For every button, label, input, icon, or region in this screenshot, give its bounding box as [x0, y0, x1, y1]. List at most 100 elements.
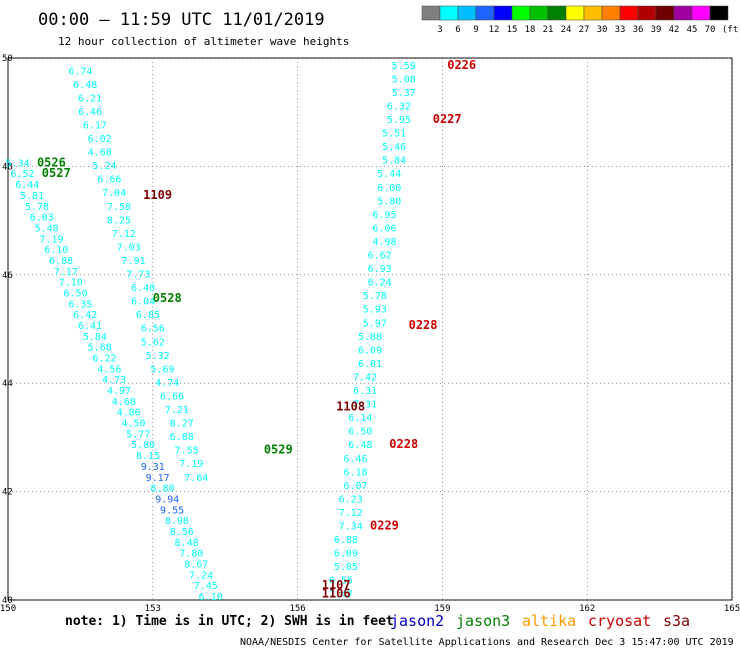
swh-value: 6.50: [64, 288, 88, 299]
satellite-tracks: 5.59 5.08 5.37 6.32 5.95 5.51 5.46 5.84 5.44 6.00…: [6, 58, 477, 603]
swh-value: 5.46: [382, 142, 406, 153]
swh-value: 6.01: [358, 359, 382, 370]
time-label: 0528: [153, 291, 182, 305]
swh-value: 8.15: [136, 451, 160, 462]
colorbar-swatch: [529, 5, 549, 21]
y-tick-label: 48: [2, 162, 13, 172]
colorbar-label: 33: [615, 25, 626, 35]
x-tick-label: 165: [724, 604, 740, 614]
swh-value: 5.24: [92, 161, 116, 172]
time-label: 1108: [336, 399, 365, 413]
swh-value: 6.48: [73, 80, 97, 91]
swh-value: 4.68: [88, 148, 112, 159]
y-tick-label: 44: [2, 379, 13, 389]
footer-note: note: 1) Time is in UTC; 2) SWH is in fe…: [65, 614, 394, 629]
swh-value: 7.55: [175, 446, 199, 457]
colorbar-label: 6: [455, 25, 460, 35]
colorbar-label: 9: [473, 25, 478, 35]
swh-value: 7.31: [353, 400, 377, 411]
y-tick-label: 40: [2, 596, 13, 606]
swh-value: 7.64: [184, 473, 208, 484]
swh-value: 6.74: [68, 66, 92, 77]
swh-value: 5.93: [363, 305, 387, 316]
swh-value: 6.32: [387, 101, 411, 112]
colorbar-label: 42: [669, 25, 680, 35]
satellite-legend: jason2 jason3 altika cryosat s3a: [390, 612, 690, 630]
swh-value: 7.04: [102, 188, 126, 199]
swh-value: 5.34: [6, 158, 30, 169]
swh-value: 4.74: [155, 378, 179, 389]
swh-value: 4.98: [372, 237, 396, 248]
time-label: 0529: [264, 443, 293, 457]
colorbar-label: 12: [489, 25, 500, 35]
swh-value: 7.17: [54, 267, 78, 278]
swh-value: 9.31: [141, 462, 165, 473]
swh-value: 8.27: [170, 419, 194, 430]
swh-value: 6.23: [339, 494, 363, 505]
legend-cryosat: cryosat: [588, 612, 651, 630]
swh-value: 6.22: [92, 354, 116, 365]
colorbar-label: 24: [561, 25, 572, 35]
legend-altika: altika: [522, 612, 576, 630]
swh-value: 7.47: [329, 589, 353, 600]
swh-value: 5.32: [146, 351, 170, 362]
colorbar-label: 21: [543, 25, 554, 35]
swh-value: 6.31: [353, 386, 377, 397]
swh-value: 6.62: [368, 251, 392, 262]
swh-value: 9.55: [160, 505, 184, 516]
swh-value: 6.88: [49, 256, 73, 267]
swh-value: 4.56: [97, 364, 121, 375]
swh-value: 6.46: [78, 107, 102, 118]
swh-value: 6.00: [377, 183, 401, 194]
swh-value: 6.42: [73, 310, 97, 321]
swh-value: 5.78: [25, 202, 49, 213]
x-tick-label: 162: [579, 604, 595, 614]
swh-value: 5.80: [131, 440, 155, 451]
colorbar-label: 45: [687, 25, 698, 35]
swh-value: 5.84: [83, 332, 107, 343]
swh-value: 8.48: [175, 538, 199, 549]
swh-value: 5.81: [20, 191, 44, 202]
colorbar-label: 18: [525, 25, 536, 35]
swh-value: 4.68: [112, 397, 136, 408]
map-title: 00:00 – 11:59 UTC 11/01/2019: [38, 10, 325, 30]
swh-value: 5.08: [392, 74, 416, 85]
swh-value: 6.55: [329, 576, 353, 587]
colorbar-label: 70: [705, 25, 716, 35]
swh-value: 6.85: [136, 310, 160, 321]
colorbar-swatch: [439, 5, 459, 21]
time-label: 1107: [322, 578, 351, 592]
time-label: 0229: [370, 519, 399, 533]
time-label: 0527: [42, 166, 71, 180]
swh-value: 7.91: [121, 256, 145, 267]
swh-value: 6.17: [83, 120, 107, 131]
swh-value: 6.46: [343, 454, 367, 465]
swh-value: 6.44: [15, 180, 39, 191]
map-subtitle: 12 hour collection of altimeter wave hei…: [58, 35, 349, 48]
legend-jason2: jason2: [390, 612, 444, 630]
colorbar-swatch: [547, 5, 567, 21]
swh-value: 6.95: [372, 210, 396, 221]
swh-value: 7.24: [189, 570, 213, 581]
swh-value: 7.10: [59, 278, 83, 289]
swh-value: 6.41: [78, 321, 102, 332]
swh-value: 5.78: [363, 291, 387, 302]
swh-value: 5.59: [392, 61, 416, 72]
x-tick-label: 150: [0, 604, 16, 614]
time-label: 1109: [143, 188, 172, 202]
swh-value: 6.21: [78, 93, 102, 104]
swh-value: 5.80: [377, 196, 401, 207]
colorbar-swatch: [601, 5, 621, 21]
swh-value: 6.52: [10, 169, 34, 180]
swh-value: 7.73: [126, 270, 150, 281]
swh-value: 8.80: [150, 484, 174, 495]
track-cryosat: 5.59 5.08 5.37 6.32 5.95 5.51 5.46 5.84 5.44 6.00…: [329, 58, 476, 600]
colorbar-swatch: [709, 5, 729, 21]
swh-value: 6.66: [97, 175, 121, 186]
colorbar-swatch: [511, 5, 531, 21]
swh-value: 7.45: [194, 581, 218, 592]
colorbar-unit: (ft): [722, 25, 740, 35]
time-label: 0228: [389, 437, 418, 451]
track-s3a: 6.74 6.48 6.21 6.46 6.17 6.02 4.68 5.24 6.66 7.04…: [68, 66, 365, 600]
